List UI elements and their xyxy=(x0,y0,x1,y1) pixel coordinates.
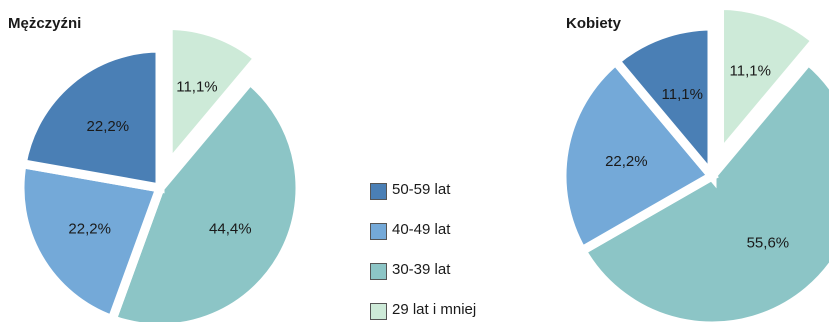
legend-item-29-and-less: 29 lat i mniej xyxy=(370,296,520,336)
pie-slice-men-50-59-lat xyxy=(16,43,165,194)
legend-label: 40-49 lat xyxy=(392,221,451,238)
legend-item-40-49: 40-49 lat xyxy=(370,216,520,256)
data-label-men-30-39-lat: 44,4% xyxy=(209,221,252,238)
data-label-men-29-lat-i-mniej: 11,1% xyxy=(176,79,217,96)
pie-slice-men-30-39-lat xyxy=(106,74,305,322)
pie-slice-women-50-59-lat xyxy=(609,21,717,189)
chart-title-men: Mężczyźni xyxy=(8,15,81,32)
chart-title-women: Kobiety xyxy=(566,15,622,32)
data-label-men-50-59-lat: 22,2% xyxy=(87,118,130,135)
data-label-women-30-39-lat: 55,6% xyxy=(747,235,790,252)
pie-slice-men-29-lat-i-mniej xyxy=(163,20,265,178)
pie-slice-women-40-49-lat xyxy=(557,54,719,257)
charts-canvas: 11,1% 44,4% 22,2% 22,2% Mężczyźni 11,1% 55,6%… xyxy=(8,0,829,322)
legend-swatch xyxy=(370,223,387,240)
pie-slice-men-40-49-lat xyxy=(15,158,167,322)
pie-slice-women-29-lat-i-mniej xyxy=(715,0,823,168)
pie-chart-women: 11,1% 55,6% 22,2% 11,1% Kobiety xyxy=(557,0,829,322)
legend-swatch xyxy=(370,183,387,200)
pie-chart-men: 11,1% 44,4% 22,2% 22,2% Mężczyźni xyxy=(8,15,305,322)
legend-swatch xyxy=(370,263,387,280)
data-label-men-40-49-lat: 22,2% xyxy=(68,221,111,238)
data-label-women-40-49-lat: 22,2% xyxy=(605,153,648,170)
data-label-women-29-lat-i-mniej: 11,1% xyxy=(730,63,771,80)
legend-label: 30-39 lat xyxy=(392,261,451,278)
legend: 50-59 lat 40-49 lat 30-39 lat 29 lat i m… xyxy=(370,176,520,336)
pie-slice-women-30-39-lat xyxy=(575,54,829,322)
data-label-women-50-59-lat: 11,1% xyxy=(662,86,703,103)
legend-label: 50-59 lat xyxy=(392,181,451,198)
legend-item-50-59: 50-59 lat xyxy=(370,176,520,216)
legend-item-30-39: 30-39 lat xyxy=(370,256,520,296)
legend-label: 29 lat i mniej xyxy=(392,301,477,318)
legend-swatch xyxy=(370,303,387,320)
